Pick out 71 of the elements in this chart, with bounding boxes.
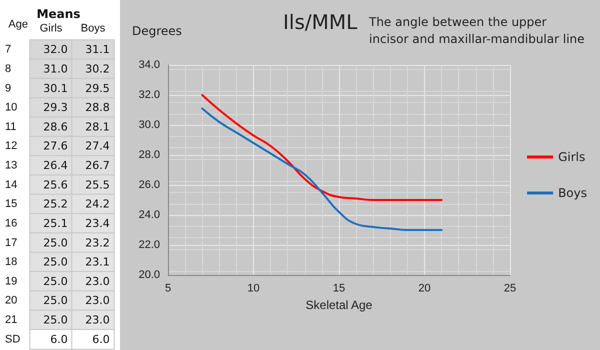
x-tick-label: 5 xyxy=(164,282,172,294)
data-label: 29.5 xyxy=(85,82,110,95)
y-tick-label: 8 xyxy=(5,62,12,75)
y-tick-label: 12 xyxy=(5,140,18,152)
data-label: 24.2 xyxy=(85,198,110,211)
data-label: 25.0 xyxy=(43,274,68,288)
chart-subtitle: The angle between the upper incisor and maxillar-mandibular line xyxy=(369,14,586,48)
y-tick-label: 20.0 xyxy=(138,269,160,281)
y-tick-label: 11 xyxy=(5,120,16,133)
line-series xyxy=(201,108,443,231)
data-label: 25.6 xyxy=(43,178,68,192)
data-label: 28.8 xyxy=(85,101,110,114)
y-tick-label: 18 xyxy=(5,256,18,268)
chart-title: Means xyxy=(36,7,80,21)
y-tick-label: 26.0 xyxy=(138,179,160,191)
y-tick-label: 21 xyxy=(5,314,18,326)
y-tick-label: 13 xyxy=(5,160,18,172)
x-tick-label: 20 xyxy=(418,282,431,294)
data-label: 25.0 xyxy=(43,294,68,308)
data-label: 25.1 xyxy=(43,216,68,230)
y-axis-title: Degrees xyxy=(132,24,182,38)
data-label: 31.0 xyxy=(43,62,68,76)
data-label: 30.1 xyxy=(43,82,68,95)
data-label: 25.5 xyxy=(85,178,110,192)
data-label: 26.4 xyxy=(43,159,68,172)
y-tick-label: 24.0 xyxy=(138,209,160,221)
data-label: 25.0 xyxy=(43,256,68,269)
y-tick-label: 17 xyxy=(5,236,18,249)
data-label: 25.0 xyxy=(43,314,68,327)
y-tick-label: 30.0 xyxy=(138,119,160,131)
y-tick-label: 16 xyxy=(5,217,18,230)
y-axis-title: Age xyxy=(8,18,28,30)
y-tick-label: SD xyxy=(5,333,20,346)
x-tick-label: 15 xyxy=(332,282,346,294)
data-label: 28.1 xyxy=(85,120,110,134)
data-label: 23.0 xyxy=(85,314,110,327)
data-label: 6.0 xyxy=(50,332,68,346)
data-label: 23.4 xyxy=(85,216,110,230)
data-label: 23.0 xyxy=(85,294,110,308)
data-label: 29.3 xyxy=(43,101,68,114)
y-tick-label: 22.0 xyxy=(138,239,160,251)
data-label: 27.4 xyxy=(85,140,110,153)
legend-label: Girls xyxy=(558,150,586,164)
y-tick-label: 14 xyxy=(5,178,18,191)
data-label: 23.1 xyxy=(85,256,110,269)
data-label: 32.0 xyxy=(43,43,68,56)
y-tick-label: 32.0 xyxy=(138,89,160,101)
data-label: 26.7 xyxy=(85,159,110,172)
x-tick-label: 10 xyxy=(247,282,260,294)
y-tick-label: 34.0 xyxy=(138,59,160,71)
data-label: 6.0 xyxy=(92,332,110,346)
data-label: 28.6 xyxy=(43,120,68,134)
y-tick-label: 15 xyxy=(5,198,18,210)
data-label: 31.1 xyxy=(85,43,110,56)
data-label: 25.2 xyxy=(43,198,68,211)
data-label: 27.6 xyxy=(43,140,68,153)
line-series xyxy=(201,94,443,201)
data-label: 30.2 xyxy=(85,62,110,76)
y-tick-label: 19 xyxy=(5,275,18,288)
y-tick-label: 20 xyxy=(5,294,18,307)
x-axis-title: Skeletal Age xyxy=(306,298,373,312)
x-tick-label: 25 xyxy=(504,282,516,294)
legend-label: Boys xyxy=(558,186,588,200)
y-tick-label: 7 xyxy=(5,44,12,56)
chart-title: Ils/MML xyxy=(283,10,358,34)
y-tick-label: 28.0 xyxy=(138,149,160,161)
y-tick-label: 9 xyxy=(5,82,12,94)
data-label: 23.2 xyxy=(85,236,110,250)
y-tick-label: 10 xyxy=(5,102,18,114)
data-label: 23.0 xyxy=(85,274,110,288)
data-label: 25.0 xyxy=(43,236,68,250)
